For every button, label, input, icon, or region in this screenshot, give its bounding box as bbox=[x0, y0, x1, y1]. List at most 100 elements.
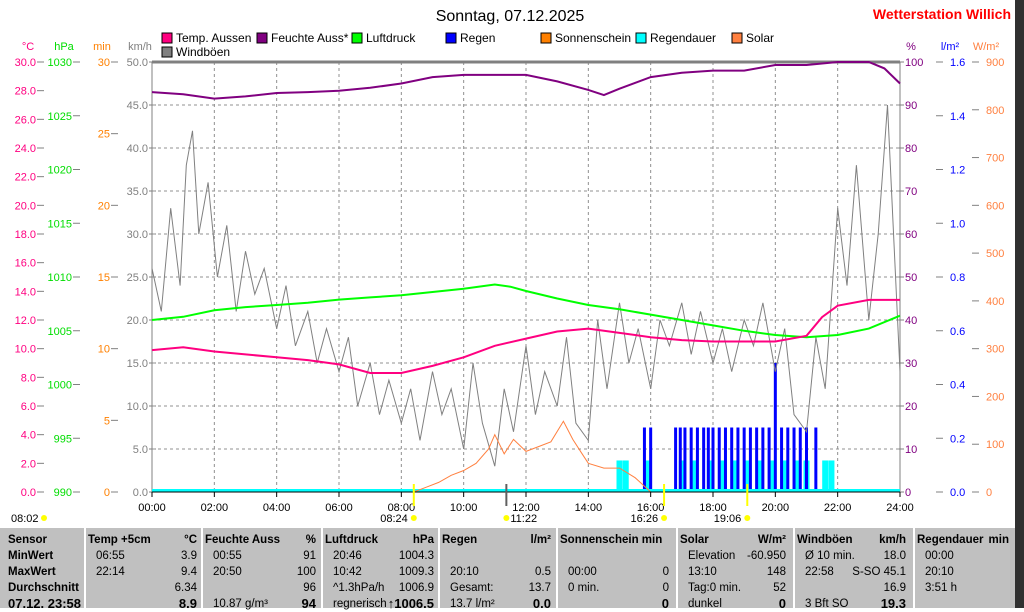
bar-regen bbox=[711, 427, 715, 492]
sun-event-icon bbox=[661, 515, 668, 521]
table-cell: Durchschnitt bbox=[8, 582, 79, 594]
bar-regen bbox=[761, 427, 765, 492]
bar-regendauer bbox=[744, 460, 751, 492]
table-cell: 8.9 bbox=[178, 596, 197, 611]
series-luftdruck bbox=[151, 283, 901, 339]
bar-regen bbox=[723, 427, 727, 492]
column-divider bbox=[84, 528, 86, 608]
axis-tick-label: 0 bbox=[104, 487, 110, 499]
bar-regen bbox=[805, 427, 808, 492]
axis-tick-label: 25.0 bbox=[127, 272, 148, 284]
legend-swatch bbox=[161, 46, 173, 58]
legend-label: Luftdruck bbox=[366, 31, 416, 45]
legend-swatch bbox=[161, 32, 173, 44]
bar-regen bbox=[736, 427, 740, 492]
legend-swatch bbox=[731, 32, 743, 44]
axis-tick-label: 0 bbox=[986, 487, 992, 499]
column-divider bbox=[556, 528, 558, 608]
axis-tick-label: 2.0 bbox=[21, 458, 36, 470]
legend-swatch bbox=[256, 32, 268, 44]
x-tick-label: 02:00 bbox=[201, 502, 229, 514]
window-edge bbox=[1015, 0, 1024, 608]
axis-tick-label: 300 bbox=[986, 344, 1004, 356]
table-header: °C bbox=[184, 534, 197, 546]
bar-regendauer bbox=[706, 460, 713, 492]
axis-tick-label: 4.0 bbox=[21, 430, 36, 442]
axis-tick-label: 1005 bbox=[48, 326, 72, 338]
axis-tick-label: 0.2 bbox=[950, 433, 965, 445]
column-divider bbox=[438, 528, 440, 608]
bar-regen bbox=[730, 427, 734, 492]
legend-label: Temp. Aussen bbox=[176, 31, 251, 45]
axis-tick-label: 90 bbox=[905, 100, 917, 112]
axis-tick-label: 1.0 bbox=[950, 218, 965, 230]
table-cell: 16.9 bbox=[883, 582, 906, 594]
table-header: % bbox=[305, 534, 316, 546]
x-tick-label: 20:00 bbox=[762, 502, 790, 514]
axis-tick-label: 15 bbox=[98, 272, 110, 284]
axis-tick-label: 1020 bbox=[48, 165, 72, 177]
table-cell: 20:10 bbox=[925, 566, 954, 578]
sun-event-label: 08:24 bbox=[380, 513, 408, 525]
table-cell: 148 bbox=[766, 566, 786, 578]
bar-regen bbox=[814, 427, 818, 492]
axis-tick-label: 8.0 bbox=[21, 372, 36, 384]
axis-tick-label: 60 bbox=[905, 229, 917, 241]
axis-unit-temp: °C bbox=[22, 41, 34, 53]
x-tick-label: 10:00 bbox=[450, 502, 478, 514]
bar-regen bbox=[706, 427, 710, 492]
table-header: Windböen bbox=[797, 534, 853, 546]
table-cell: Elevation bbox=[688, 550, 736, 562]
x-tick-label: 12:00 bbox=[512, 502, 540, 514]
axis-tick-label: 50.0 bbox=[127, 57, 148, 69]
axis-tick-label: 20.0 bbox=[127, 315, 148, 327]
table-cell: ↑1006.5 bbox=[387, 596, 434, 611]
sun-event-icon bbox=[41, 515, 47, 521]
table-header: km/h bbox=[879, 534, 906, 546]
column-divider bbox=[201, 528, 203, 608]
table-cell: 10.87 g/m³ bbox=[213, 598, 268, 610]
table-cell: 1009.3 bbox=[398, 566, 434, 578]
table-cell: 96 bbox=[303, 582, 316, 594]
x-tick-label: 24:00 bbox=[886, 502, 914, 514]
axis-tick-label: 0 bbox=[905, 487, 911, 499]
table-cell: Gesamt: bbox=[450, 582, 494, 594]
series-windb-en bbox=[151, 104, 901, 467]
table-header: min bbox=[988, 534, 1009, 546]
table-cell: 0 bbox=[662, 582, 669, 594]
axis-tick-label: 0.0 bbox=[133, 487, 148, 499]
bar-regen bbox=[767, 427, 771, 492]
axis-tick-label: 990 bbox=[54, 487, 72, 499]
axis-tick-label: 900 bbox=[986, 57, 1004, 69]
bar-regen bbox=[755, 427, 759, 492]
bar-regendauer bbox=[644, 460, 651, 492]
axis-tick-label: 5 bbox=[104, 415, 110, 427]
bar-regendauer bbox=[769, 460, 776, 492]
table-header: Regen bbox=[442, 534, 478, 546]
axis-tick-label: 20.0 bbox=[15, 200, 36, 212]
axis-tick-label: 28.0 bbox=[15, 86, 36, 98]
axis-tick-label: 50 bbox=[905, 272, 917, 284]
legend-label: Regendauer bbox=[650, 31, 716, 45]
table-cell: 0.5 bbox=[535, 566, 551, 578]
axis-tick-label: 0.8 bbox=[950, 272, 965, 284]
bar-regen bbox=[792, 427, 796, 492]
axis-tick-label: 30 bbox=[98, 57, 110, 69]
axis-tick-label: 35.0 bbox=[127, 186, 148, 198]
table-header: Luftdruck bbox=[325, 534, 379, 546]
axis-tick-label: 1.6 bbox=[950, 57, 965, 69]
axis-tick-label: 30 bbox=[905, 358, 917, 370]
table-cell: 20:10 bbox=[450, 566, 479, 578]
weather-chart: Sonntag, 07.12.2025 Wetterstation Willic… bbox=[11, 6, 1011, 525]
table-cell: -60.950 bbox=[746, 550, 786, 562]
series-feuchte-auss- bbox=[151, 61, 901, 100]
table-cell: 20:46 bbox=[333, 550, 362, 562]
bar-regen bbox=[695, 427, 699, 492]
axis-tick-label: 24.0 bbox=[15, 143, 36, 155]
axis-unit-solar: W/m² bbox=[973, 41, 1000, 53]
x-tick-label: 06:00 bbox=[325, 502, 353, 514]
axis-tick-label: 30.0 bbox=[127, 229, 148, 241]
x-tick-label: 18:00 bbox=[699, 502, 727, 514]
axis-tick-label: 200 bbox=[986, 391, 1004, 403]
sun-event-icon bbox=[503, 515, 510, 521]
